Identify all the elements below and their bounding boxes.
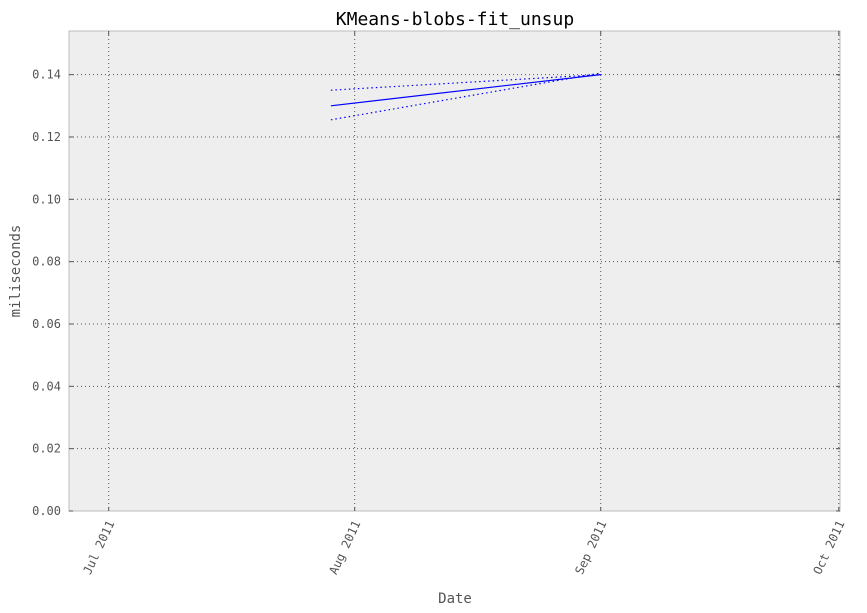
y-tick-label: 0.04: [32, 379, 61, 393]
x-tick-label: Sep 2011: [572, 518, 609, 576]
y-tick-label: 0.06: [32, 317, 61, 331]
plot-area: [69, 31, 840, 511]
y-tick-label: 0.00: [32, 504, 61, 518]
series-line-upper: [330, 74, 601, 91]
y-axis-ticks: 0.00 0.02 0.04 0.06 0.08 0.10 0.12 0.14: [32, 68, 840, 518]
y-tick-label: 0.02: [32, 442, 61, 456]
chart-title: KMeans-blobs-fit_unsup: [336, 9, 574, 30]
x-tick-label: Aug 2011: [326, 518, 363, 576]
x-tick-label: Oct 2011: [810, 518, 847, 576]
grid: [69, 31, 840, 511]
series-layer: [330, 72, 601, 121]
y-tick-label: 0.10: [32, 192, 61, 206]
y-tick-label: 0.12: [32, 130, 61, 144]
y-tick-label: 0.08: [32, 255, 61, 269]
y-tick-label: 0.14: [32, 68, 61, 82]
plot-frame: [68, 30, 841, 512]
x-axis-label: Date: [438, 591, 472, 607]
series-line-mean: [330, 74, 601, 107]
y-axis-label: miliseconds: [8, 225, 24, 318]
series-line-lower: [330, 72, 601, 121]
x-tick-label: Jul 2011: [80, 518, 117, 576]
